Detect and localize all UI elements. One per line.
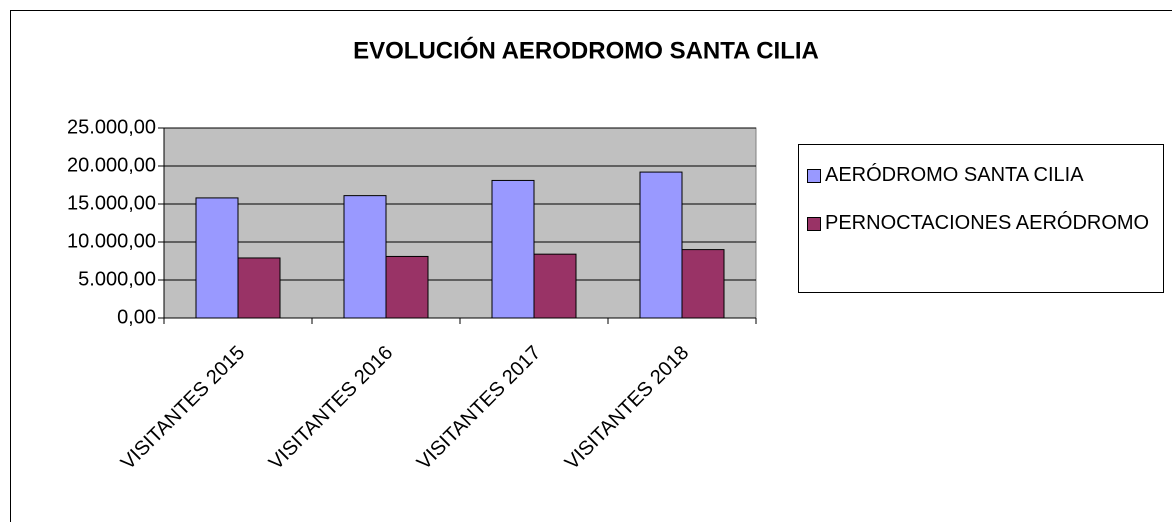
y-tick-label: 0,00	[117, 306, 156, 328]
y-tick-label: 10.000,00	[67, 230, 156, 252]
legend-item: PERNOCTACIONES AERÓDROMO	[807, 211, 1159, 236]
chart-title: EVOLUCIÓN AERODROMO SANTA CILIA	[353, 36, 819, 64]
legend-item: AERÓDROMO SANTA CILIA	[807, 163, 1159, 188]
y-tick-label: 15.000,00	[67, 192, 156, 214]
legend-swatch	[807, 169, 821, 183]
y-tick-label: 20.000,00	[67, 154, 156, 176]
bar	[385, 255, 429, 319]
bar	[237, 257, 281, 319]
bar	[681, 249, 725, 319]
legend-swatch	[807, 217, 821, 231]
bar	[195, 197, 239, 319]
legend-label: AERÓDROMO SANTA CILIA	[825, 164, 1084, 186]
y-tick-label: 25.000,00	[67, 116, 156, 138]
bar	[343, 195, 387, 319]
bar	[491, 179, 535, 319]
legend-label: PERNOCTACIONES AERÓDROMO	[825, 212, 1150, 234]
bar	[639, 171, 683, 319]
bar	[533, 253, 577, 319]
legend: AERÓDROMO SANTA CILIA PERNOCTACIONES AERÓ…	[798, 144, 1164, 293]
y-tick-label: 5.000,00	[78, 268, 156, 290]
